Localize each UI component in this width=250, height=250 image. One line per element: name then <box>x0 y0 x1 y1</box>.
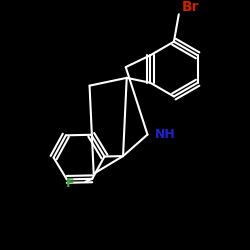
Text: F: F <box>66 177 74 190</box>
Text: Br: Br <box>182 0 199 14</box>
Text: NH: NH <box>155 128 176 141</box>
